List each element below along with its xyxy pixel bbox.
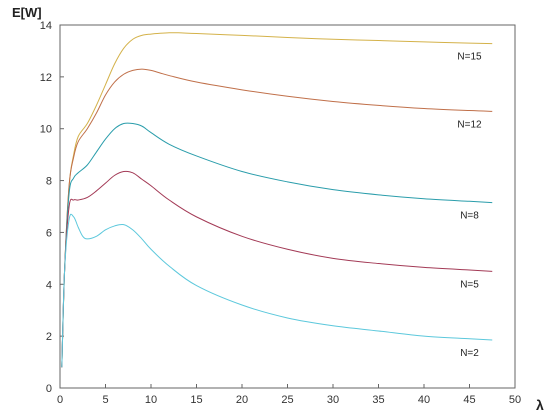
x-tick-label: 45 [463, 394, 475, 406]
x-tick-label: 40 [418, 394, 430, 406]
y-tick-label: 6 [46, 227, 52, 239]
x-tick-label: 30 [327, 394, 339, 406]
y-tick-label: 4 [46, 279, 52, 291]
x-tick-label: 35 [372, 394, 384, 406]
series-label: N=5 [460, 279, 479, 290]
y-tick-label: 10 [40, 124, 52, 136]
y-tick-label: 14 [40, 20, 52, 32]
series-label: N=2 [460, 348, 479, 359]
series-line [61, 122, 493, 368]
series-label: N=15 [457, 52, 482, 63]
axes: 0 5 10 15 20 25 30 35 40 45 50 0 2 4 6 8 10 12 14 [40, 20, 521, 406]
y-tick-label: 2 [46, 331, 52, 343]
series-line [61, 213, 493, 368]
y-tick-label: 12 [40, 72, 52, 84]
x-tick-label: 15 [190, 394, 202, 406]
x-tick-label: 20 [236, 394, 248, 406]
plot-frame [59, 24, 516, 389]
y-axis-title: E[W] [12, 5, 42, 20]
series-labels: N=15 N=12 N=8 N=5 N=2 [457, 52, 482, 359]
series-line [61, 68, 493, 368]
x-axis-title: λ [536, 397, 544, 413]
series-line [61, 170, 493, 368]
y-tick-label: 0 [46, 383, 52, 395]
series-line [61, 32, 493, 368]
series-lines [61, 32, 493, 368]
x-tick-label: 25 [281, 394, 293, 406]
x-tick-label: 10 [145, 394, 157, 406]
x-tick-label: 0 [57, 394, 63, 406]
y-tick-label: 8 [46, 176, 52, 188]
series-label: N=12 [457, 119, 482, 130]
x-tick-label: 50 [509, 394, 521, 406]
series-label: N=8 [460, 211, 479, 222]
x-tick-label: 5 [102, 394, 108, 406]
